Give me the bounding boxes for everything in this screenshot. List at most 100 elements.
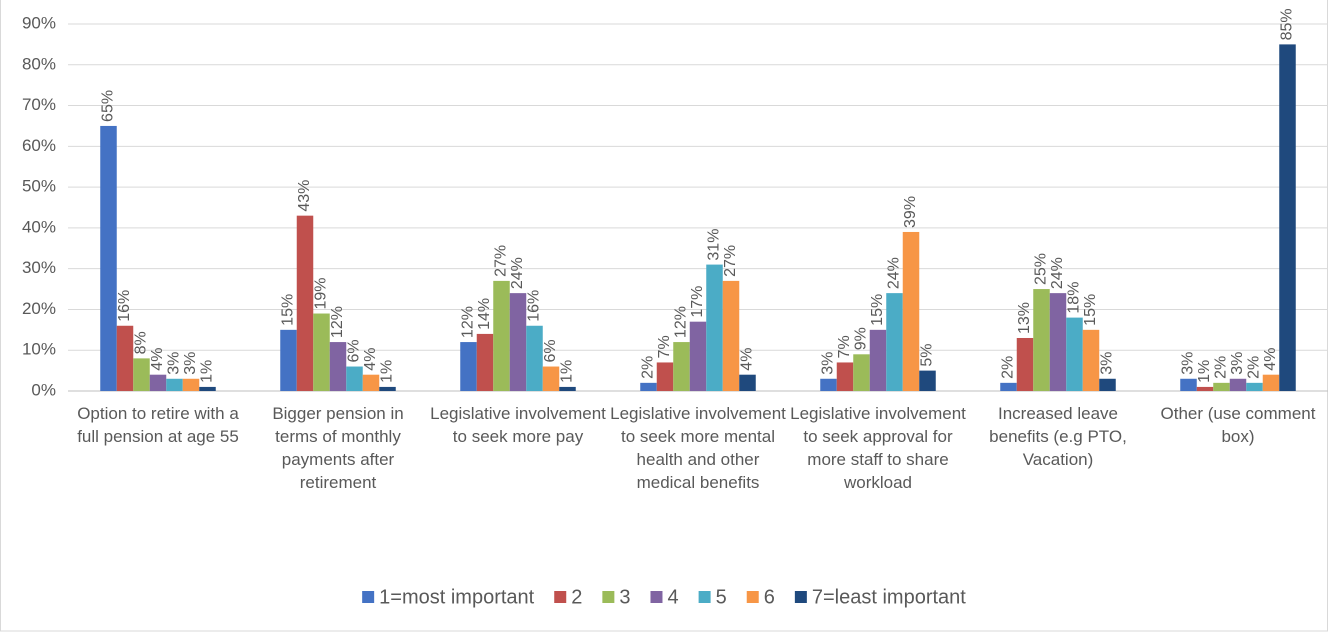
bar: [493, 280, 510, 391]
x-tick-label: Legislative involvement to seek more men…: [610, 404, 786, 492]
value-label: 2%: [1000, 356, 1017, 379]
bar: [722, 280, 740, 391]
value-label: 3%: [1229, 352, 1246, 375]
x-tick-label: Bigger pension in terms of monthly payme…: [272, 404, 404, 492]
value-label: 8%: [133, 331, 150, 354]
legend-label: 7=least important: [812, 586, 966, 608]
value-label: 15%: [869, 294, 886, 326]
value-label: 13%: [1016, 302, 1033, 334]
bar: [362, 374, 380, 391]
value-label: 7%: [656, 335, 673, 358]
legend-label: 2: [571, 586, 582, 608]
value-label: 6%: [346, 339, 363, 362]
value-label: 12%: [329, 306, 346, 338]
x-tick-label: Increased leave benefits (e.g PTO, Vacat…: [989, 404, 1127, 469]
value-label: 19%: [313, 277, 330, 309]
y-tick-label: 80%: [22, 54, 56, 73]
value-label: 4%: [739, 348, 756, 371]
bar: [1082, 329, 1100, 391]
bar: [706, 264, 723, 391]
bar: [329, 342, 347, 391]
value-label: 12%: [460, 306, 477, 338]
x-tick-label: Legislative involvement to seek more pay: [430, 404, 606, 446]
value-label: 3%: [1180, 352, 1197, 375]
bar: [1262, 374, 1280, 391]
value-label: 1%: [1196, 360, 1213, 383]
legend-label: 3: [619, 586, 630, 608]
value-label: 27%: [722, 245, 739, 277]
bar: [542, 366, 560, 391]
bar: [1196, 386, 1214, 391]
value-label: 17%: [689, 286, 706, 318]
value-label: 5%: [919, 343, 936, 366]
bar: [739, 374, 756, 391]
y-tick-label: 20%: [22, 299, 56, 318]
y-tick-label: 10%: [22, 340, 56, 359]
bar: [149, 374, 167, 391]
y-tick-label: 60%: [22, 136, 56, 155]
bar: [182, 378, 200, 391]
bar: [673, 342, 690, 391]
value-label: 31%: [706, 229, 723, 261]
value-label: 12%: [673, 306, 690, 338]
x-tick-label: Legislative involvement to seek approval…: [790, 404, 966, 492]
value-label: 24%: [509, 257, 526, 289]
x-tick-label: Other (use comment box): [1160, 404, 1316, 446]
bar: [1246, 382, 1263, 391]
x-tick-label: Option to retire with a full pension at …: [77, 404, 239, 446]
value-label: 3%: [182, 352, 199, 375]
bar: [1000, 382, 1017, 391]
bar: [296, 215, 314, 391]
bar: [836, 362, 854, 391]
bar: [1016, 337, 1034, 391]
value-label: 18%: [1066, 282, 1083, 314]
value-label: 15%: [280, 294, 297, 326]
value-label: 27%: [493, 245, 510, 277]
y-tick-label: 40%: [22, 217, 56, 236]
bar: [820, 378, 837, 391]
y-tick-label: 70%: [22, 95, 56, 114]
legend-swatch: [794, 591, 807, 603]
legend-swatch: [362, 591, 375, 603]
value-label: 2%: [640, 356, 657, 379]
legend-label: 4: [667, 586, 678, 608]
bar: [919, 370, 936, 391]
value-label: 85%: [1279, 8, 1296, 40]
value-label: 1%: [559, 360, 576, 383]
bar: [689, 321, 707, 391]
value-label: 39%: [902, 196, 919, 228]
bar: [1279, 44, 1296, 392]
bar: [199, 386, 216, 391]
bar: [460, 342, 477, 391]
bar: [1229, 378, 1247, 391]
legend-label: 6: [764, 586, 775, 608]
value-label: 65%: [100, 90, 117, 122]
bar: [656, 362, 674, 391]
legend-swatch: [698, 591, 711, 603]
value-label: 16%: [526, 290, 543, 322]
legend-swatch: [554, 591, 567, 603]
value-label: 3%: [820, 352, 837, 375]
bar: [886, 293, 903, 391]
bar: [346, 366, 363, 391]
value-label: 24%: [886, 257, 903, 289]
value-label: 43%: [296, 180, 313, 212]
bar: [166, 378, 183, 391]
value-label: 7%: [836, 335, 853, 358]
bar: [869, 329, 887, 391]
y-tick-label: 50%: [22, 177, 56, 196]
y-tick-label: 90%: [22, 13, 56, 32]
bar: [1099, 378, 1116, 391]
value-label: 6%: [542, 339, 559, 362]
bar: [1180, 378, 1197, 391]
bar: [313, 313, 330, 391]
bar: [379, 386, 396, 391]
legend-swatch: [650, 591, 663, 603]
y-tick-label: 0%: [31, 380, 56, 399]
bar: [1213, 382, 1230, 391]
legend-label: 1=most important: [379, 586, 535, 608]
value-label: 14%: [476, 298, 493, 330]
bar: [133, 358, 150, 391]
